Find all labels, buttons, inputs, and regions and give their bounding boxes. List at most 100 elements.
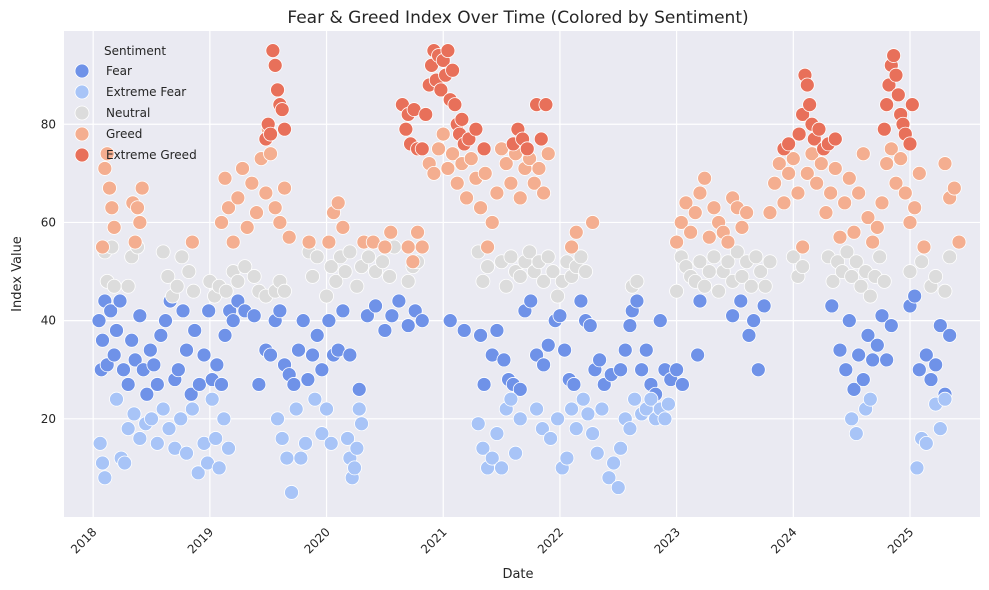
data-point (585, 426, 600, 441)
data-point (279, 450, 295, 466)
data-point (484, 450, 500, 466)
data-point (155, 401, 171, 417)
data-point (669, 283, 685, 299)
data-point (687, 205, 703, 221)
data-point (258, 185, 274, 201)
data-point (860, 327, 876, 343)
data-point (498, 156, 514, 171)
data-point (785, 249, 801, 265)
data-point (733, 293, 749, 309)
data-point (839, 244, 855, 260)
data-point (270, 411, 285, 427)
data-point (267, 57, 283, 73)
data-point (175, 303, 191, 319)
data-point (531, 161, 547, 176)
data-point (347, 460, 362, 476)
data-point (349, 440, 365, 456)
data-point (902, 215, 918, 230)
data-point (550, 288, 565, 304)
data-point (610, 480, 626, 495)
data-point (277, 121, 292, 137)
data-point (447, 97, 463, 113)
data-point (883, 141, 899, 157)
data-point (592, 352, 607, 368)
data-point (564, 401, 579, 417)
data-point (503, 391, 519, 407)
data-point (897, 185, 913, 201)
data-point (179, 342, 194, 358)
data-point (568, 224, 584, 240)
data-point (582, 318, 598, 333)
data-point (617, 342, 633, 358)
data-point (874, 195, 890, 211)
data-point (914, 254, 930, 270)
data-point (265, 43, 281, 59)
data-point (552, 308, 568, 324)
data-point (97, 161, 113, 176)
data-point (475, 440, 491, 456)
data-point (184, 401, 200, 417)
data-point (383, 224, 399, 240)
data-point (748, 249, 764, 265)
data-point (214, 215, 229, 230)
data-point (337, 264, 353, 279)
legend-entry-label: Greed (106, 127, 142, 141)
data-point (923, 372, 939, 387)
data-point (328, 273, 344, 289)
data-point (669, 362, 685, 378)
data-point (183, 386, 199, 402)
data-point (153, 327, 169, 343)
data-point (106, 219, 122, 235)
data-point (827, 131, 843, 147)
data-point (851, 185, 867, 201)
data-point (217, 170, 233, 186)
data-point (405, 254, 421, 270)
data-point (361, 249, 376, 265)
data-point (876, 121, 892, 137)
data-point (634, 362, 650, 378)
data-point (335, 303, 351, 319)
data-point (720, 254, 736, 270)
data-point (117, 455, 133, 471)
data-point (217, 327, 233, 343)
data-point (750, 362, 766, 378)
data-point (321, 234, 337, 250)
data-point (95, 455, 110, 471)
data-point (928, 269, 944, 284)
data-point (368, 298, 383, 314)
x-axis-label: Date (502, 567, 533, 582)
data-point (489, 426, 505, 441)
data-point (244, 175, 260, 191)
data-point (580, 406, 596, 422)
data-point (120, 377, 136, 392)
data-point (186, 283, 201, 299)
data-point (377, 239, 393, 255)
data-point (799, 77, 815, 93)
data-point (230, 273, 246, 289)
data-point (263, 347, 278, 363)
data-point (246, 308, 262, 324)
data-point (246, 269, 262, 284)
data-point (191, 377, 207, 392)
data-point (445, 62, 460, 78)
data-point (263, 126, 278, 142)
data-point (734, 269, 750, 284)
data-point (683, 224, 699, 240)
data-point (883, 318, 899, 333)
data-point (725, 308, 741, 324)
data-point (480, 259, 495, 275)
data-point (841, 313, 857, 329)
data-point (473, 200, 488, 216)
data-point (928, 357, 944, 373)
data-point (91, 313, 107, 329)
data-point (846, 381, 862, 397)
data-point (288, 401, 304, 417)
data-point (414, 239, 430, 255)
data-point (470, 416, 486, 432)
data-point (414, 141, 430, 157)
data-point (281, 229, 297, 245)
data-point (678, 195, 694, 211)
data-point (400, 318, 416, 333)
data-point (545, 264, 561, 279)
data-point (301, 234, 317, 250)
